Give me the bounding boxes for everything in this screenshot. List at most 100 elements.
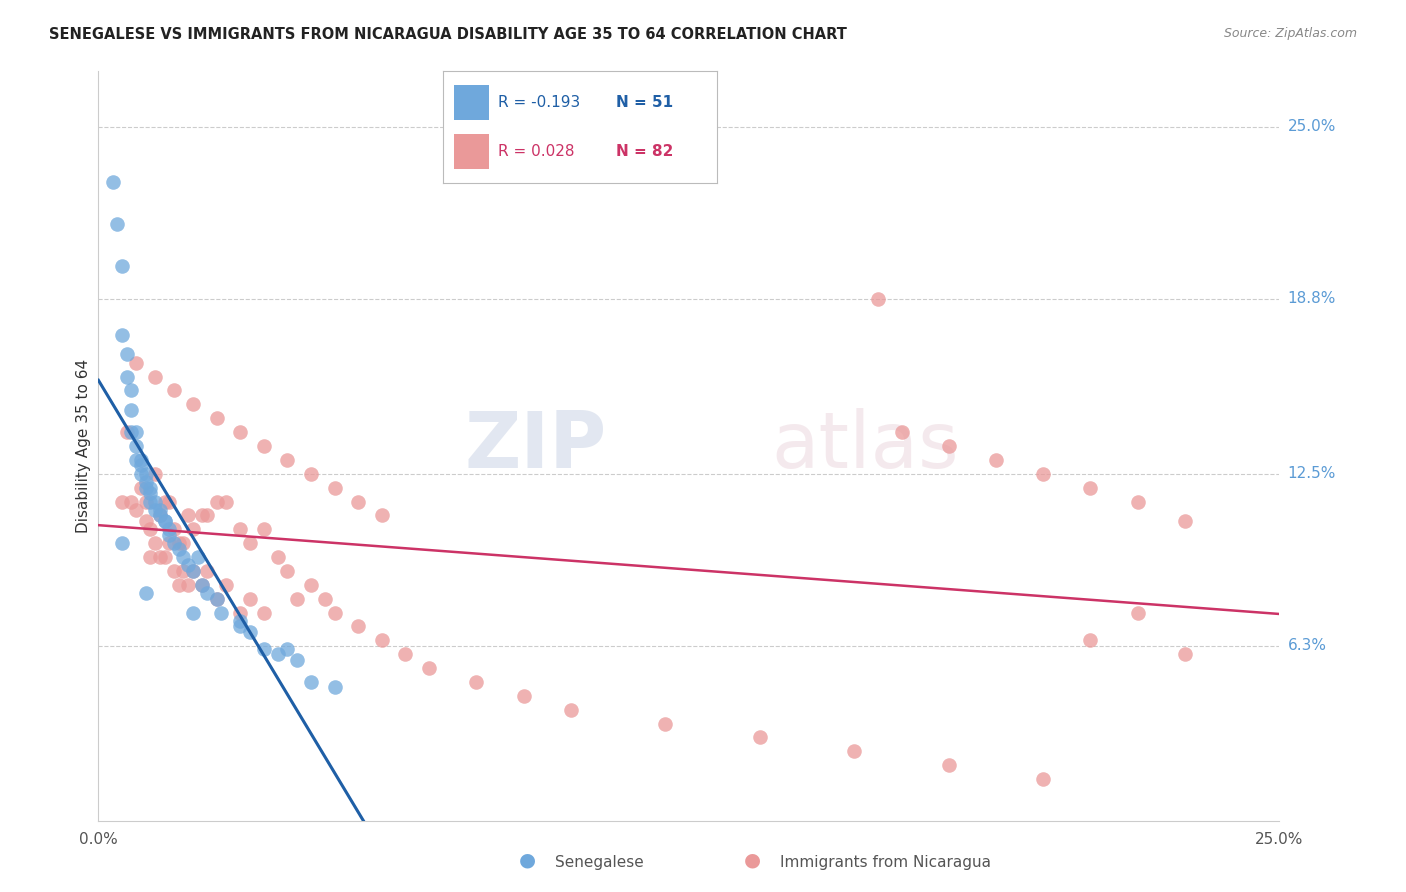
Point: [1126, 606, 1149, 620]
Point: [229, 619, 252, 633]
Point: [205, 591, 228, 606]
Point: [181, 397, 204, 411]
Point: [101, 175, 124, 189]
Point: [195, 564, 218, 578]
Point: [253, 439, 276, 453]
Bar: [454, 85, 489, 120]
Point: [299, 467, 322, 481]
Point: [938, 439, 960, 453]
Text: 12.5%: 12.5%: [1288, 467, 1336, 482]
Point: [163, 522, 186, 536]
Text: 25.0%: 25.0%: [1288, 120, 1336, 135]
Y-axis label: Disability Age 35 to 64: Disability Age 35 to 64: [76, 359, 91, 533]
Point: [111, 536, 134, 550]
Point: [172, 536, 194, 550]
Point: [153, 549, 176, 564]
Point: [125, 439, 148, 453]
Point: [347, 619, 370, 633]
Point: [1174, 514, 1197, 528]
Point: [299, 674, 322, 689]
Text: 18.8%: 18.8%: [1288, 292, 1336, 307]
Point: [195, 508, 218, 523]
Point: [253, 606, 276, 620]
Point: [239, 591, 262, 606]
Text: N = 51: N = 51: [616, 95, 672, 110]
Point: [157, 522, 180, 536]
Point: [177, 578, 200, 592]
Point: [748, 731, 770, 745]
Point: [157, 536, 180, 550]
Point: [229, 614, 252, 628]
Point: [121, 494, 143, 508]
Point: [149, 508, 172, 523]
Point: [654, 716, 676, 731]
Point: [177, 508, 200, 523]
Point: [323, 481, 346, 495]
Point: [143, 369, 166, 384]
Point: [111, 494, 134, 508]
Point: [347, 494, 370, 508]
Point: [139, 522, 162, 536]
Text: atlas: atlas: [772, 408, 959, 484]
Point: [181, 564, 204, 578]
Point: [465, 674, 488, 689]
Text: 25.0%: 25.0%: [1256, 831, 1303, 847]
Point: [115, 425, 138, 439]
Point: [323, 606, 346, 620]
Point: [139, 486, 162, 500]
Point: [1080, 633, 1102, 648]
Text: Senegalese: Senegalese: [555, 855, 644, 870]
Point: [167, 536, 190, 550]
Point: [149, 503, 172, 517]
Point: [267, 549, 290, 564]
Point: [163, 384, 186, 398]
Point: [1174, 647, 1197, 661]
Point: [135, 494, 157, 508]
Point: [215, 578, 238, 592]
Point: [181, 606, 204, 620]
Point: [143, 494, 166, 508]
Text: SENEGALESE VS IMMIGRANTS FROM NICARAGUA DISABILITY AGE 35 TO 64 CORRELATION CHAR: SENEGALESE VS IMMIGRANTS FROM NICARAGUA …: [49, 27, 846, 42]
Point: [984, 453, 1007, 467]
Point: [163, 536, 186, 550]
Text: ●: ●: [744, 851, 761, 870]
Point: [560, 703, 582, 717]
Point: [149, 508, 172, 523]
Point: [172, 564, 194, 578]
Point: [285, 591, 308, 606]
Point: [129, 467, 152, 481]
Point: [191, 578, 214, 592]
Text: Immigrants from Nicaragua: Immigrants from Nicaragua: [780, 855, 991, 870]
Point: [276, 641, 298, 656]
Point: [157, 528, 180, 542]
Point: [299, 578, 322, 592]
Text: N = 82: N = 82: [616, 145, 673, 159]
Point: [111, 328, 134, 343]
Point: [143, 536, 166, 550]
Point: [1032, 772, 1054, 786]
Point: [143, 503, 166, 517]
Point: [229, 425, 252, 439]
Point: [167, 578, 190, 592]
Text: ●: ●: [519, 851, 536, 870]
Point: [205, 494, 228, 508]
Point: [125, 356, 148, 370]
Point: [1032, 467, 1054, 481]
Point: [163, 564, 186, 578]
Text: 6.3%: 6.3%: [1288, 639, 1327, 653]
Point: [314, 591, 336, 606]
Point: [209, 606, 232, 620]
Text: ZIP: ZIP: [464, 408, 606, 484]
Point: [205, 411, 228, 425]
Point: [191, 578, 214, 592]
Text: Source: ZipAtlas.com: Source: ZipAtlas.com: [1223, 27, 1357, 40]
Point: [153, 494, 176, 508]
Point: [139, 549, 162, 564]
Point: [115, 369, 138, 384]
Point: [276, 453, 298, 467]
Point: [181, 522, 204, 536]
Text: R = 0.028: R = 0.028: [498, 145, 574, 159]
Text: 0.0%: 0.0%: [79, 831, 118, 847]
Point: [229, 522, 252, 536]
Point: [285, 653, 308, 667]
